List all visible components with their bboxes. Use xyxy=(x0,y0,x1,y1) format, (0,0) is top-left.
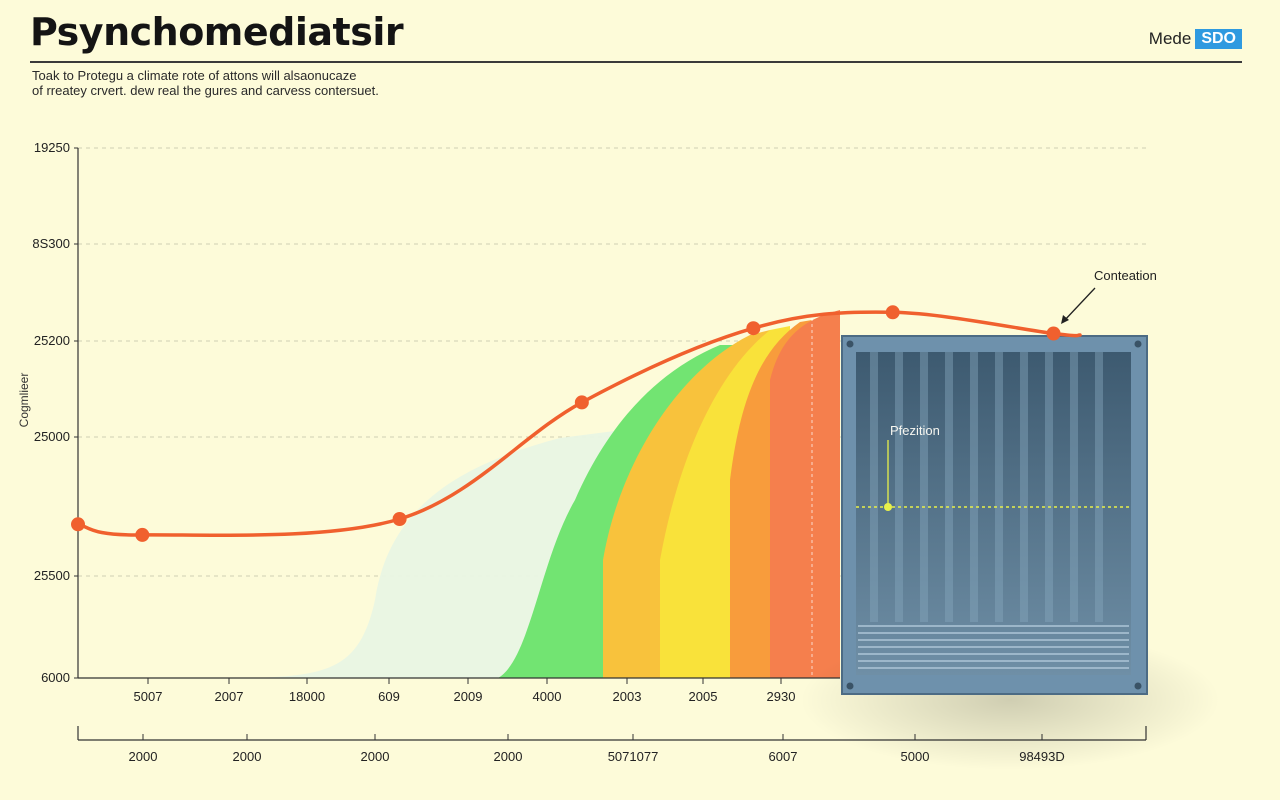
y-tick-label: 25000 xyxy=(34,429,70,444)
data-point xyxy=(746,321,761,336)
secondary-x-tick-label: 2000 xyxy=(361,749,390,764)
x-tick-label: 4000 xyxy=(533,689,562,704)
secondary-x-tick-label: 5071077 xyxy=(608,749,659,764)
area-band xyxy=(770,310,840,678)
x-tick-label: 18000 xyxy=(289,689,325,704)
y-tick-label: 19250 xyxy=(34,140,70,155)
x-tick-label: 2930 xyxy=(767,689,796,704)
container-interior xyxy=(856,352,1131,675)
y-tick-label: 6000 xyxy=(41,670,70,685)
container-rib xyxy=(945,352,953,622)
page-title: Psynchomediatsir xyxy=(30,10,404,54)
container-rib xyxy=(1045,352,1053,622)
bolt-icon xyxy=(1134,682,1142,690)
container-rib xyxy=(870,352,878,622)
arrowhead-icon xyxy=(1061,315,1069,324)
data-point xyxy=(574,395,589,410)
container-rib xyxy=(1095,352,1103,622)
x-tick-label: 5007 xyxy=(134,689,163,704)
annotation-arrow xyxy=(1062,287,1096,323)
data-point xyxy=(71,517,85,532)
y-tick-label: 8S300 xyxy=(32,236,70,251)
y-tick-label: 25500 xyxy=(34,568,70,583)
x-tick-label: 609 xyxy=(378,689,400,704)
secondary-x-tick-label: 2000 xyxy=(129,749,158,764)
x-tick-label: 2003 xyxy=(613,689,642,704)
secondary-x-tick-label: 2000 xyxy=(233,749,262,764)
data-point xyxy=(1046,326,1061,341)
secondary-x-tick-label: 98493D xyxy=(1019,749,1065,764)
secondary-x-tick-label: 2000 xyxy=(494,749,523,764)
container-rib xyxy=(970,352,978,622)
container-rib xyxy=(1070,352,1078,622)
brand-badge: SDO xyxy=(1195,29,1242,49)
container-rib xyxy=(920,352,928,622)
x-tick-label: 2007 xyxy=(215,689,244,704)
container-rib xyxy=(895,352,903,622)
x-tick-label: 2009 xyxy=(454,689,483,704)
y-tick-label: 25200 xyxy=(34,333,70,348)
container-rib xyxy=(995,352,1003,622)
secondary-x-tick-label: 6007 xyxy=(769,749,798,764)
data-point xyxy=(135,527,150,542)
data-point xyxy=(392,512,407,526)
bolt-icon xyxy=(1134,340,1142,348)
brand-text: Mede xyxy=(1148,29,1192,48)
brand: Mede SDO xyxy=(1149,29,1242,49)
container-rib xyxy=(1020,352,1028,622)
subtitle-line: of rreatey crvert. dew real the gures an… xyxy=(32,83,379,98)
position-marker xyxy=(884,503,892,511)
data-point xyxy=(885,305,900,320)
y-axis-label: Cogmlieer xyxy=(17,373,31,428)
subtitle-line: Toak to Protegu a climate rote of attons… xyxy=(32,68,357,83)
bolt-icon xyxy=(846,682,854,690)
header-divider xyxy=(30,61,1242,63)
bolt-icon xyxy=(846,340,854,348)
annotation-label: Pfezition xyxy=(890,423,940,438)
subtitle: Toak to Protegu a climate rote of attons… xyxy=(32,68,452,98)
x-tick-label: 2005 xyxy=(689,689,718,704)
annotation-label: Conteation xyxy=(1094,268,1157,283)
secondary-x-tick-label: 5000 xyxy=(901,749,930,764)
